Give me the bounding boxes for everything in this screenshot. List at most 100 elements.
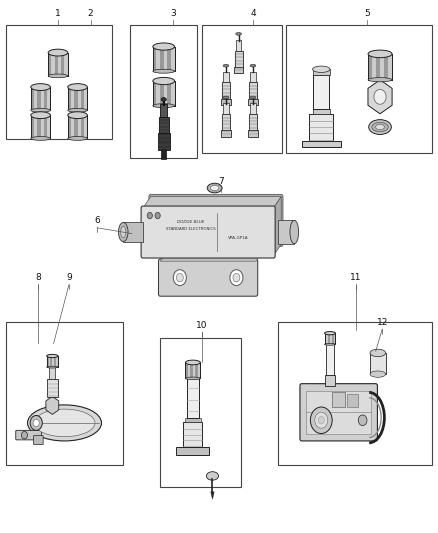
Bar [31,115,34,139]
Bar [164,46,167,71]
Bar [325,344,334,375]
Bar [248,99,258,105]
Bar [160,81,164,106]
Ellipse shape [185,377,200,379]
Ellipse shape [153,69,175,73]
Bar [31,87,50,110]
Bar [130,25,197,158]
Circle shape [173,270,186,286]
Text: 7: 7 [218,177,224,186]
Bar [325,333,336,344]
Bar [31,87,50,110]
FancyBboxPatch shape [16,430,42,440]
Bar [37,87,41,110]
Ellipse shape [34,409,95,437]
Bar [185,362,188,378]
Bar [325,375,335,386]
Text: STANDARD ELECTRONICS: STANDARD ELECTRONICS [166,227,215,231]
Bar [78,115,81,139]
Bar [171,46,175,71]
Text: DODGE BLUE: DODGE BLUE [177,221,205,224]
Circle shape [315,413,328,428]
Bar [47,115,50,139]
Bar [47,356,58,367]
Bar [193,362,195,378]
Bar [249,114,257,131]
Bar [158,133,170,150]
Bar [160,338,241,487]
Bar [236,40,241,51]
Bar [153,81,175,106]
Bar [191,362,193,378]
Bar [328,333,330,344]
Bar [221,99,231,105]
Bar [78,87,81,110]
Bar [164,81,167,106]
Bar [161,149,166,159]
Circle shape [21,431,28,439]
Circle shape [230,270,243,286]
Bar [221,131,231,136]
Bar [68,87,87,110]
Bar [184,422,202,447]
Ellipse shape [153,43,175,50]
Ellipse shape [68,109,87,112]
FancyBboxPatch shape [149,195,283,246]
Bar [68,115,87,139]
Ellipse shape [120,226,126,238]
Ellipse shape [31,136,50,140]
Bar [309,114,333,141]
Polygon shape [273,197,281,256]
Ellipse shape [47,366,58,368]
Bar [250,71,256,83]
FancyBboxPatch shape [300,384,378,441]
Ellipse shape [68,84,87,91]
Bar [222,114,230,131]
Bar [325,333,336,344]
Ellipse shape [28,405,102,441]
Bar [380,54,384,80]
Bar [330,333,332,344]
Bar [74,115,78,139]
Ellipse shape [153,77,175,85]
Ellipse shape [118,222,128,241]
Text: 12: 12 [377,319,388,327]
Ellipse shape [236,33,241,35]
Bar [74,87,78,110]
Text: 6: 6 [94,216,100,225]
Circle shape [311,407,332,433]
Circle shape [177,273,184,282]
Bar [376,54,380,80]
Bar [48,53,51,76]
Bar [234,67,244,73]
Bar [153,46,156,71]
Bar [368,54,372,80]
Bar [177,447,209,455]
Bar [159,117,169,134]
Bar [153,46,175,71]
Bar [156,81,160,106]
Bar [223,103,229,114]
Bar [334,333,336,344]
Polygon shape [143,197,281,208]
Circle shape [147,213,152,219]
Bar [332,333,334,344]
Ellipse shape [368,78,392,82]
FancyBboxPatch shape [159,259,258,296]
Ellipse shape [31,84,50,91]
Circle shape [358,415,367,425]
Ellipse shape [325,343,336,345]
Bar [34,115,37,139]
Bar [248,131,258,136]
Bar [286,25,432,152]
Bar [384,54,388,80]
Bar [6,322,123,465]
Bar [326,333,328,344]
Bar [153,81,156,106]
Bar [370,353,386,374]
Bar [278,220,294,244]
Bar [68,115,87,139]
Bar [223,71,229,83]
Bar [123,222,143,241]
Bar [372,54,376,80]
